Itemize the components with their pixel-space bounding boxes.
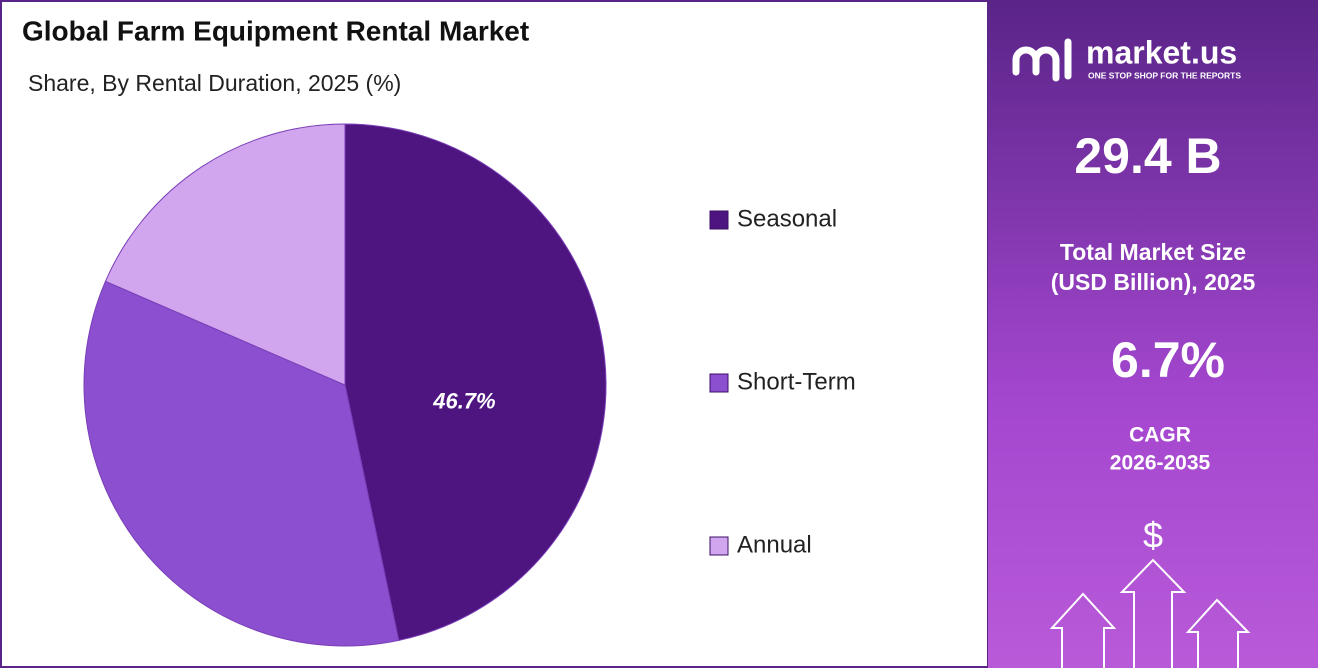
cagr-label: 2026-2035 <box>1110 452 1211 475</box>
legend-label: Seasonal <box>737 205 837 232</box>
market-size-label: Total Market Size <box>1060 239 1246 265</box>
chart-title: Global Farm Equipment Rental Market <box>22 15 529 46</box>
pie-slice <box>104 123 346 386</box>
arrow <box>1185 598 1251 668</box>
market-size: 29.4 B <box>1074 128 1221 184</box>
logo-icon <box>1032 46 1060 82</box>
side-panel <box>988 0 1318 668</box>
legend-swatch <box>709 536 729 556</box>
value-label: 46.7% <box>432 388 495 413</box>
cagr: 6.7% <box>1111 332 1225 388</box>
arrow <box>1049 592 1117 668</box>
legend: Seasonal Short-Term Annual <box>709 205 856 558</box>
cagr-label: CAGR <box>1129 424 1191 447</box>
legend-swatch <box>709 210 729 230</box>
market-size-label: (USD Billion), 2025 <box>1051 269 1256 295</box>
growth-arrows <box>1049 558 1251 668</box>
pie-slice <box>83 280 400 647</box>
arrow <box>1119 558 1187 668</box>
tagline: ONE STOP SHOP FOR THE REPORTS <box>1088 70 1241 80</box>
legend-swatch <box>709 373 729 393</box>
brand: market.us <box>1086 34 1237 70</box>
currency-icon: $ <box>1143 515 1163 556</box>
chart-subtitle: Share, By Rental Duration, 2025 (%) <box>28 70 401 96</box>
pie-slice <box>344 123 607 642</box>
logo <box>1012 38 1072 82</box>
pie: 46.7% <box>83 123 607 647</box>
legend-label: Short-Term <box>737 368 856 395</box>
legend-label: Annual <box>737 531 812 558</box>
